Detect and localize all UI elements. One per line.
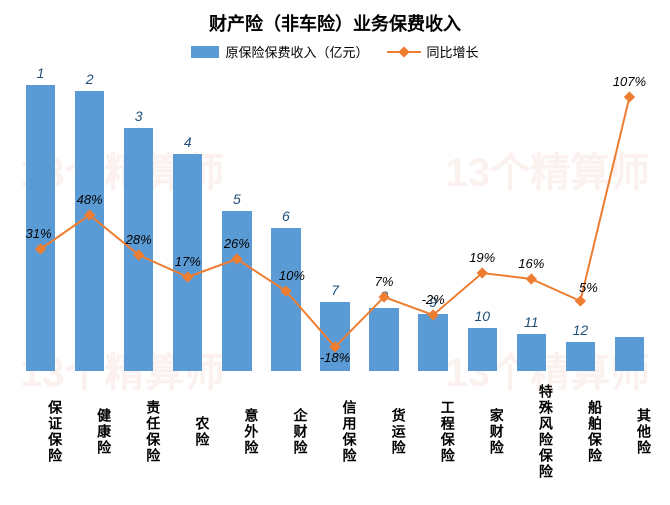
growth-label: 10% (279, 268, 305, 283)
x-axis-label: 家财险 (458, 377, 507, 487)
legend-bar-swatch (191, 46, 219, 58)
growth-label: 16% (518, 256, 544, 271)
growth-label: 48% (77, 192, 103, 207)
x-axis-label: 其他险 (605, 377, 654, 487)
x-axis-label: 信用保险 (310, 377, 359, 487)
legend-item-bar: 原保险保费收入（亿元） (191, 42, 368, 61)
legend-line-label: 同比增长 (427, 42, 479, 61)
growth-label: -2% (422, 292, 445, 307)
x-axis-label: 农险 (163, 377, 212, 487)
legend: 原保险保费收入（亿元） 同比增长 (0, 42, 670, 61)
x-axis-label: 企财险 (261, 377, 310, 487)
x-axis-label: 保证保险 (16, 377, 65, 487)
growth-label: 17% (175, 254, 201, 269)
growth-label: -18% (320, 350, 350, 365)
legend-item-line: 同比增长 (387, 42, 479, 61)
x-axis-label: 工程保险 (409, 377, 458, 487)
x-axis: 保证保险健康险责任保险农险意外险企财险信用保险货运险工程保险家财险特殊风险保险船… (16, 377, 654, 487)
growth-label: 5% (579, 280, 598, 295)
growth-label: 107% (613, 74, 646, 89)
growth-label: 7% (375, 274, 394, 289)
chart-container: 13个精算师 13个精算师 13个精算师 13个精算师 财产险（非车险）业务保费… (0, 0, 670, 505)
x-axis-label: 健康险 (65, 377, 114, 487)
growth-labels-group: 31% 48% 28% 17% 26% 10% -18% 7% -2% 19% 16% 5% 107% (16, 71, 654, 371)
growth-label: 19% (469, 250, 495, 265)
x-axis-label: 意外险 (212, 377, 261, 487)
x-axis-label: 特殊风险保险 (507, 377, 556, 487)
growth-label: 31% (26, 226, 52, 241)
x-axis-label: 船舶保险 (556, 377, 605, 487)
x-axis-label: 货运险 (360, 377, 409, 487)
growth-label: 28% (126, 232, 152, 247)
legend-bar-label: 原保险保费收入（亿元） (225, 42, 368, 61)
growth-label: 26% (224, 236, 250, 251)
legend-line-swatch (387, 46, 421, 58)
x-axis-label: 责任保险 (114, 377, 163, 487)
plot-area: 123456789101112 31%48%28%17%26%10%-18%7%… (16, 71, 654, 371)
chart-title: 财产险（非车险）业务保费收入 (0, 0, 670, 36)
